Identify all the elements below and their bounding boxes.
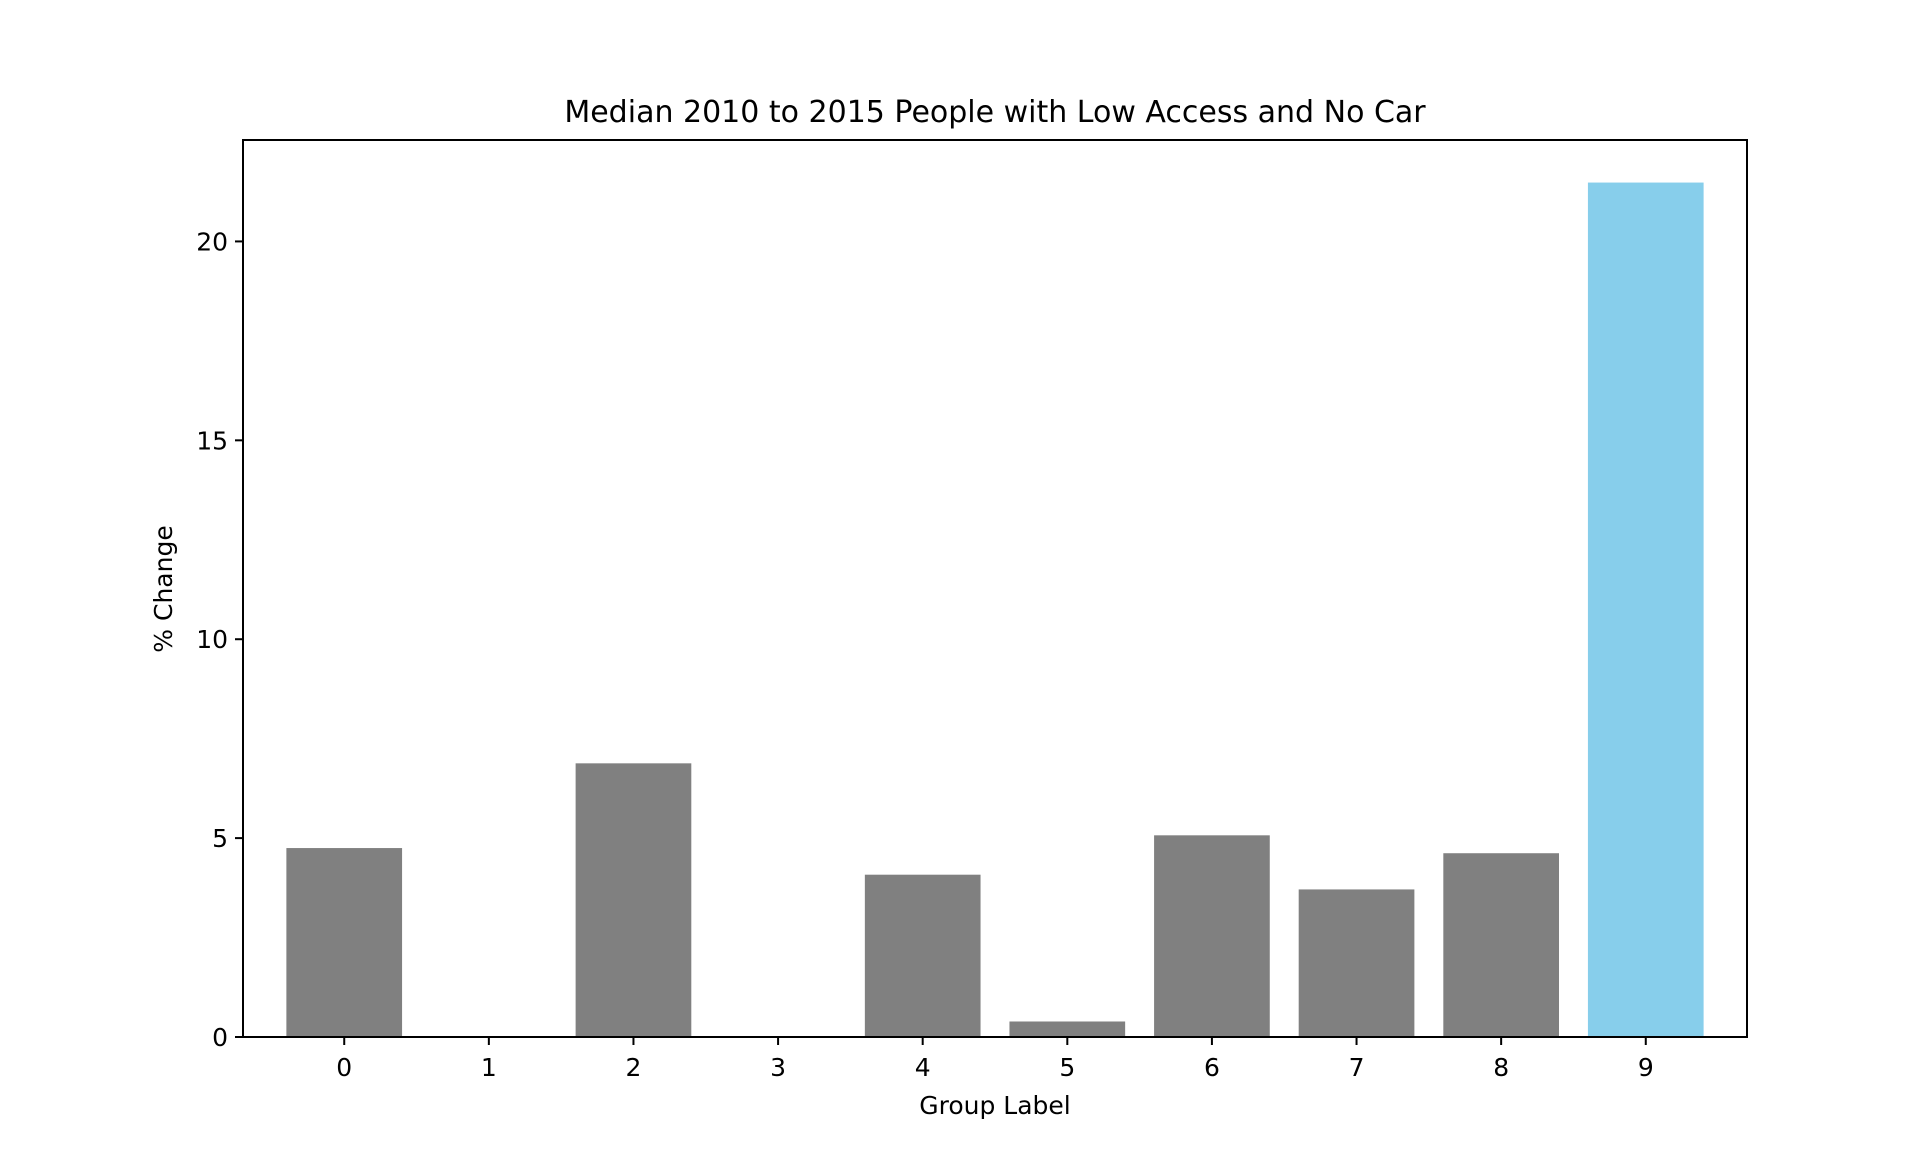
y-axis-label: % Change — [149, 525, 178, 652]
bar-2 — [575, 763, 692, 1037]
bar-6 — [1154, 835, 1270, 1037]
bar-9 — [1587, 182, 1704, 1037]
x-axis-label: Group Label — [919, 1091, 1071, 1120]
y-axis: 0 5 10 15 20 — [196, 227, 243, 1052]
plot-area-frame — [242, 139, 1748, 1038]
bar-4 — [864, 874, 981, 1037]
y-tick-label: 20 — [196, 227, 228, 256]
x-axis: 0 1 2 3 4 5 6 7 8 9 — [336, 1037, 1654, 1082]
x-tick-label: 2 — [626, 1053, 642, 1082]
x-tick-label: 0 — [336, 1053, 352, 1082]
x-tick-label: 8 — [1493, 1053, 1509, 1082]
bar-0 — [286, 848, 403, 1037]
bar-8 — [1443, 853, 1559, 1037]
y-tick-label: 10 — [196, 625, 228, 654]
x-tick-label: 7 — [1349, 1053, 1365, 1082]
y-tick-label: 5 — [212, 824, 228, 853]
x-tick-label: 4 — [915, 1053, 931, 1082]
x-tick-label: 3 — [770, 1053, 786, 1082]
y-tick-label: 15 — [196, 426, 228, 455]
bar-7 — [1298, 889, 1415, 1037]
x-tick-label: 1 — [481, 1053, 497, 1082]
chart-title: Median 2010 to 2015 People with Low Acce… — [564, 95, 1426, 130]
x-tick-label: 6 — [1204, 1053, 1220, 1082]
x-tick-label: 9 — [1638, 1053, 1654, 1082]
y-tick-label: 0 — [212, 1023, 228, 1052]
bars-layer — [286, 182, 1704, 1037]
x-tick-label: 5 — [1059, 1053, 1075, 1082]
bar-5 — [1009, 1021, 1126, 1037]
